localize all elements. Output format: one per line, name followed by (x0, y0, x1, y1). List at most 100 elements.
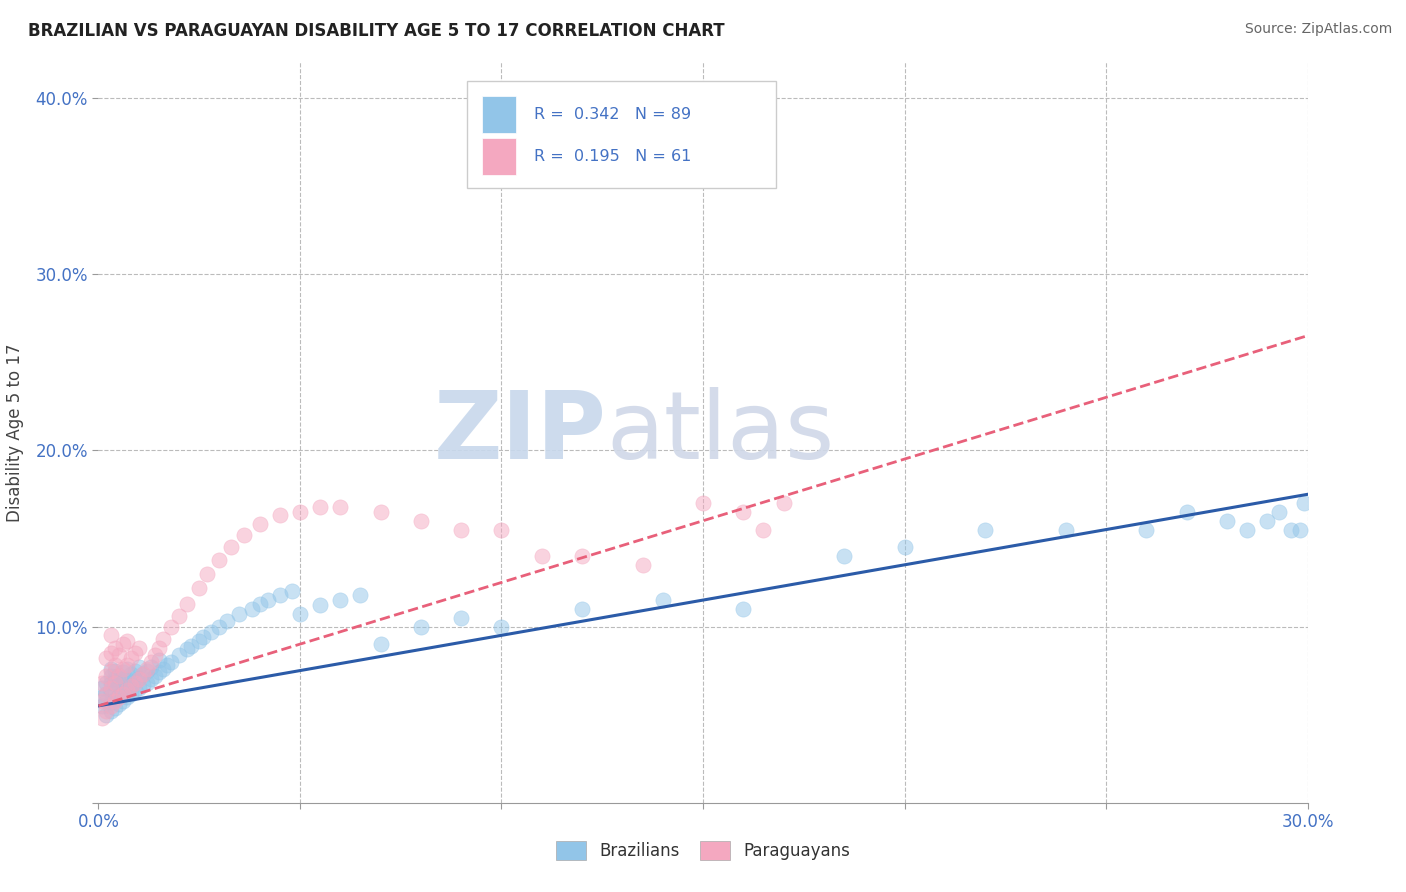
Point (1054, 523, 1077, 537)
Point (228, 607, 250, 622)
Point (103, 673, 125, 687)
Point (349, 588, 371, 602)
Point (120, 667, 142, 681)
Point (96, 693, 118, 707)
Point (1175, 505, 1198, 519)
Point (120, 651, 142, 665)
Point (1236, 523, 1258, 537)
Point (132, 667, 155, 681)
Point (96, 651, 118, 665)
Point (103, 683, 125, 698)
Point (96, 707, 118, 722)
Point (692, 496, 714, 510)
Point (115, 690, 138, 704)
Point (115, 683, 138, 698)
Point (115, 662, 138, 676)
Point (124, 683, 146, 698)
Point (832, 549, 855, 563)
FancyBboxPatch shape (482, 138, 516, 175)
Point (491, 619, 513, 633)
Point (148, 653, 170, 667)
Point (152, 662, 174, 676)
Point (139, 673, 162, 687)
Point (176, 642, 198, 657)
Point (288, 607, 311, 622)
Point (111, 676, 134, 690)
Point (1281, 523, 1303, 537)
Point (249, 517, 271, 532)
Point (193, 630, 215, 644)
Point (135, 662, 157, 676)
Point (1292, 496, 1315, 510)
Point (1256, 514, 1278, 528)
Point (124, 664, 146, 678)
Point (103, 691, 125, 706)
Point (96, 676, 118, 690)
Point (128, 640, 150, 655)
Point (1268, 505, 1291, 519)
Point (309, 599, 332, 613)
Point (772, 496, 794, 510)
Text: R =  0.195   N = 61: R = 0.195 N = 61 (534, 149, 692, 164)
Point (176, 597, 198, 611)
Point (370, 505, 392, 519)
Point (530, 549, 553, 563)
Point (124, 674, 146, 689)
Point (571, 549, 593, 563)
Point (100, 676, 122, 690)
Point (409, 514, 432, 528)
Point (91, 690, 114, 704)
FancyBboxPatch shape (467, 81, 776, 188)
Point (188, 581, 211, 595)
Point (107, 680, 129, 694)
Point (631, 558, 654, 572)
Point (91, 676, 114, 690)
Point (195, 566, 218, 581)
Point (115, 658, 138, 673)
Point (288, 505, 311, 519)
Point (329, 593, 352, 607)
Point (167, 648, 190, 662)
Point (128, 671, 150, 685)
Point (111, 662, 134, 676)
Point (96, 686, 118, 700)
Point (100, 704, 122, 718)
Point (329, 500, 352, 514)
Point (148, 640, 170, 655)
Point (269, 508, 291, 523)
Point (96, 686, 118, 700)
Point (152, 632, 174, 646)
Point (180, 639, 202, 653)
Point (96, 669, 118, 683)
Point (128, 660, 150, 674)
Point (269, 588, 291, 602)
Point (651, 593, 673, 607)
Point (103, 658, 125, 673)
Point (100, 698, 122, 713)
Point (103, 676, 125, 690)
Point (217, 614, 239, 628)
Point (132, 667, 155, 681)
Point (571, 602, 593, 616)
Point (752, 523, 775, 537)
Point (111, 693, 134, 707)
Point (111, 685, 134, 699)
Point (111, 686, 134, 700)
Point (100, 646, 122, 660)
Point (281, 584, 304, 599)
Point (143, 648, 166, 662)
Point (107, 690, 129, 704)
Text: atlas: atlas (606, 386, 835, 479)
Point (370, 637, 392, 651)
Point (120, 680, 142, 694)
Point (1288, 523, 1310, 537)
Point (132, 678, 155, 692)
Point (107, 669, 129, 683)
Point (120, 686, 142, 700)
Point (188, 633, 211, 648)
Point (107, 697, 129, 711)
Legend: Brazilians, Paraguayans: Brazilians, Paraguayans (548, 832, 858, 869)
Point (103, 664, 125, 678)
Text: R =  0.342   N = 89: R = 0.342 N = 89 (534, 107, 690, 122)
Point (1216, 514, 1239, 528)
